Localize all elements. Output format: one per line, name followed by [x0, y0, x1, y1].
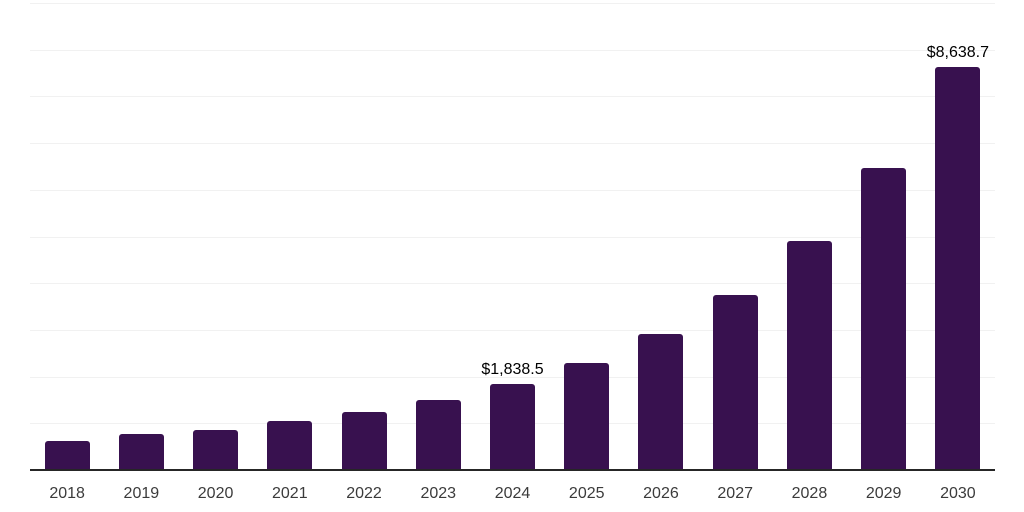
x-tick-label-2029: 2029: [865, 485, 902, 502]
bar-2019: [118, 434, 164, 470]
x-axis-line: [30, 469, 995, 471]
gridline-8000: [30, 96, 995, 98]
bar-value-label-2024: $1,838.5: [481, 361, 544, 379]
bar-2022: [341, 411, 387, 470]
x-tick-label-2028: 2028: [791, 485, 828, 502]
gridline-10000: [30, 3, 995, 4]
x-tick-label-2021: 2021: [272, 485, 308, 502]
bar-2024: [490, 384, 535, 470]
bar-2030: [935, 66, 981, 470]
bar-2018: [44, 440, 90, 470]
bar-2020: [193, 429, 239, 470]
x-tick-label-2026: 2026: [643, 485, 679, 502]
bar-2027: [712, 295, 758, 470]
bar-2029: [861, 167, 907, 470]
gridline-7000: [30, 143, 995, 145]
gridline-6000: [30, 189, 995, 191]
x-tick-label-2018: 2018: [49, 485, 85, 502]
bar-2026: [638, 334, 684, 470]
x-tick-label-2020: 2020: [197, 485, 234, 502]
plot-area: $1,838.5 $8,638.7: [30, 3, 995, 470]
bar-2021: [267, 421, 313, 470]
x-tick-label-2023: 2023: [420, 485, 457, 502]
bar-2025: [564, 363, 610, 470]
gridline-4000: [30, 283, 995, 285]
bar-2028: [786, 241, 832, 470]
bar-2023: [415, 400, 461, 470]
x-tick-label-2030: 2030: [940, 485, 976, 502]
x-tick-label-2025: 2025: [568, 485, 605, 502]
gridline-3000: [30, 329, 995, 331]
bar-value-label-2030: $8,638.7: [926, 43, 990, 61]
gridline-2000: [30, 376, 995, 378]
x-tick-label-2024: 2024: [494, 485, 531, 502]
x-tick-label-2022: 2022: [346, 485, 382, 502]
x-tick-label-2027: 2027: [717, 485, 753, 502]
x-tick-label-2019: 2019: [123, 485, 160, 502]
gridline-9000: [30, 49, 995, 51]
x-axis-labels: 2018 2019 2020 2021 2022 2023 2024 2025 2026 2027…: [30, 486, 995, 506]
gridline-5000: [30, 236, 995, 238]
